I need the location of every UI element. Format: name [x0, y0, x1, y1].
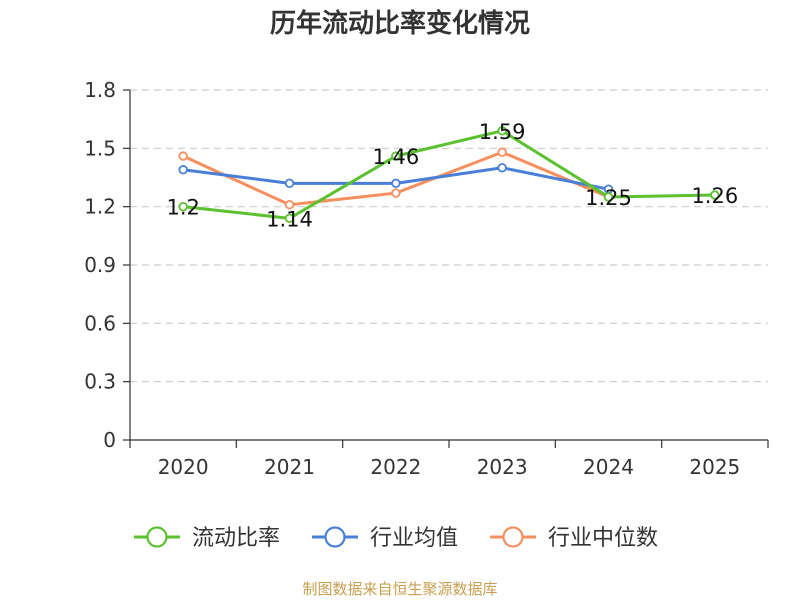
x-tick-label: 2022: [370, 455, 421, 479]
y-tick-label: 1.2: [84, 195, 116, 219]
data-point: [391, 188, 401, 198]
data-point: [603, 192, 614, 202]
legend-label: 行业均值: [370, 526, 458, 551]
data-label: 1.26: [691, 184, 738, 208]
data-label: 1.2: [166, 196, 199, 220]
x-tick-label: 2024: [583, 455, 634, 479]
y-tick-label: 0.3: [84, 370, 116, 394]
x-tick-label: 2021: [264, 455, 315, 479]
legend-label: 流动比率: [192, 526, 280, 551]
data-labels: 1.2 1.14 1.46 1.59 1.25 1.26: [166, 120, 738, 232]
data-point: [178, 165, 188, 175]
data-point: [391, 151, 401, 161]
data-label: 1.14: [266, 207, 313, 231]
y-tick-label: 0.9: [84, 253, 116, 277]
series-0: [178, 126, 720, 224]
data-point: [391, 178, 401, 189]
y-tick-label: 0: [103, 428, 116, 452]
legend-item: 行业均值: [312, 526, 458, 551]
legend: 流动比率 行业均值 行业中位数: [134, 526, 658, 551]
y-tick-label: 0.6: [84, 311, 116, 335]
data-point: [497, 147, 507, 157]
y-tick-label: 1.8: [84, 78, 116, 102]
legend-marker: [146, 526, 168, 548]
data-label: 1.59: [479, 120, 526, 144]
x-tick-label: 2020: [158, 455, 209, 479]
data-point: [710, 190, 720, 200]
data-point: [284, 213, 295, 224]
data-label: 1.46: [372, 145, 419, 169]
data-point: [178, 151, 188, 161]
x-tick-label: 2023: [477, 455, 528, 479]
legend-marker: [502, 526, 524, 548]
series-1: [178, 163, 614, 194]
data-point: [284, 178, 295, 189]
data-point: [178, 201, 188, 212]
grid-lines: [130, 89, 768, 383]
series-lines: [178, 126, 720, 224]
source-note: 制图数据来自恒生聚源数据库: [302, 580, 498, 598]
data-point: [497, 126, 507, 136]
legend-item: 流动比率: [134, 526, 280, 551]
data-point: [284, 200, 295, 210]
chart-title: 历年流动比率变化情况: [269, 9, 530, 39]
legend-item: 行业中位数: [490, 526, 658, 551]
legend-marker: [324, 526, 346, 548]
series-line: [181, 129, 717, 220]
x-tick-label: 2025: [689, 455, 740, 479]
data-point: [497, 163, 507, 173]
data-label: 1.25: [585, 186, 632, 210]
axes: 0 0.3 0.6 0.9 1.2 1.5 1.8 2020 2021 2022 2023 2024 2…: [84, 78, 769, 479]
legend-label: 行业中位数: [548, 526, 658, 551]
y-tick-label: 1.5: [84, 136, 116, 160]
